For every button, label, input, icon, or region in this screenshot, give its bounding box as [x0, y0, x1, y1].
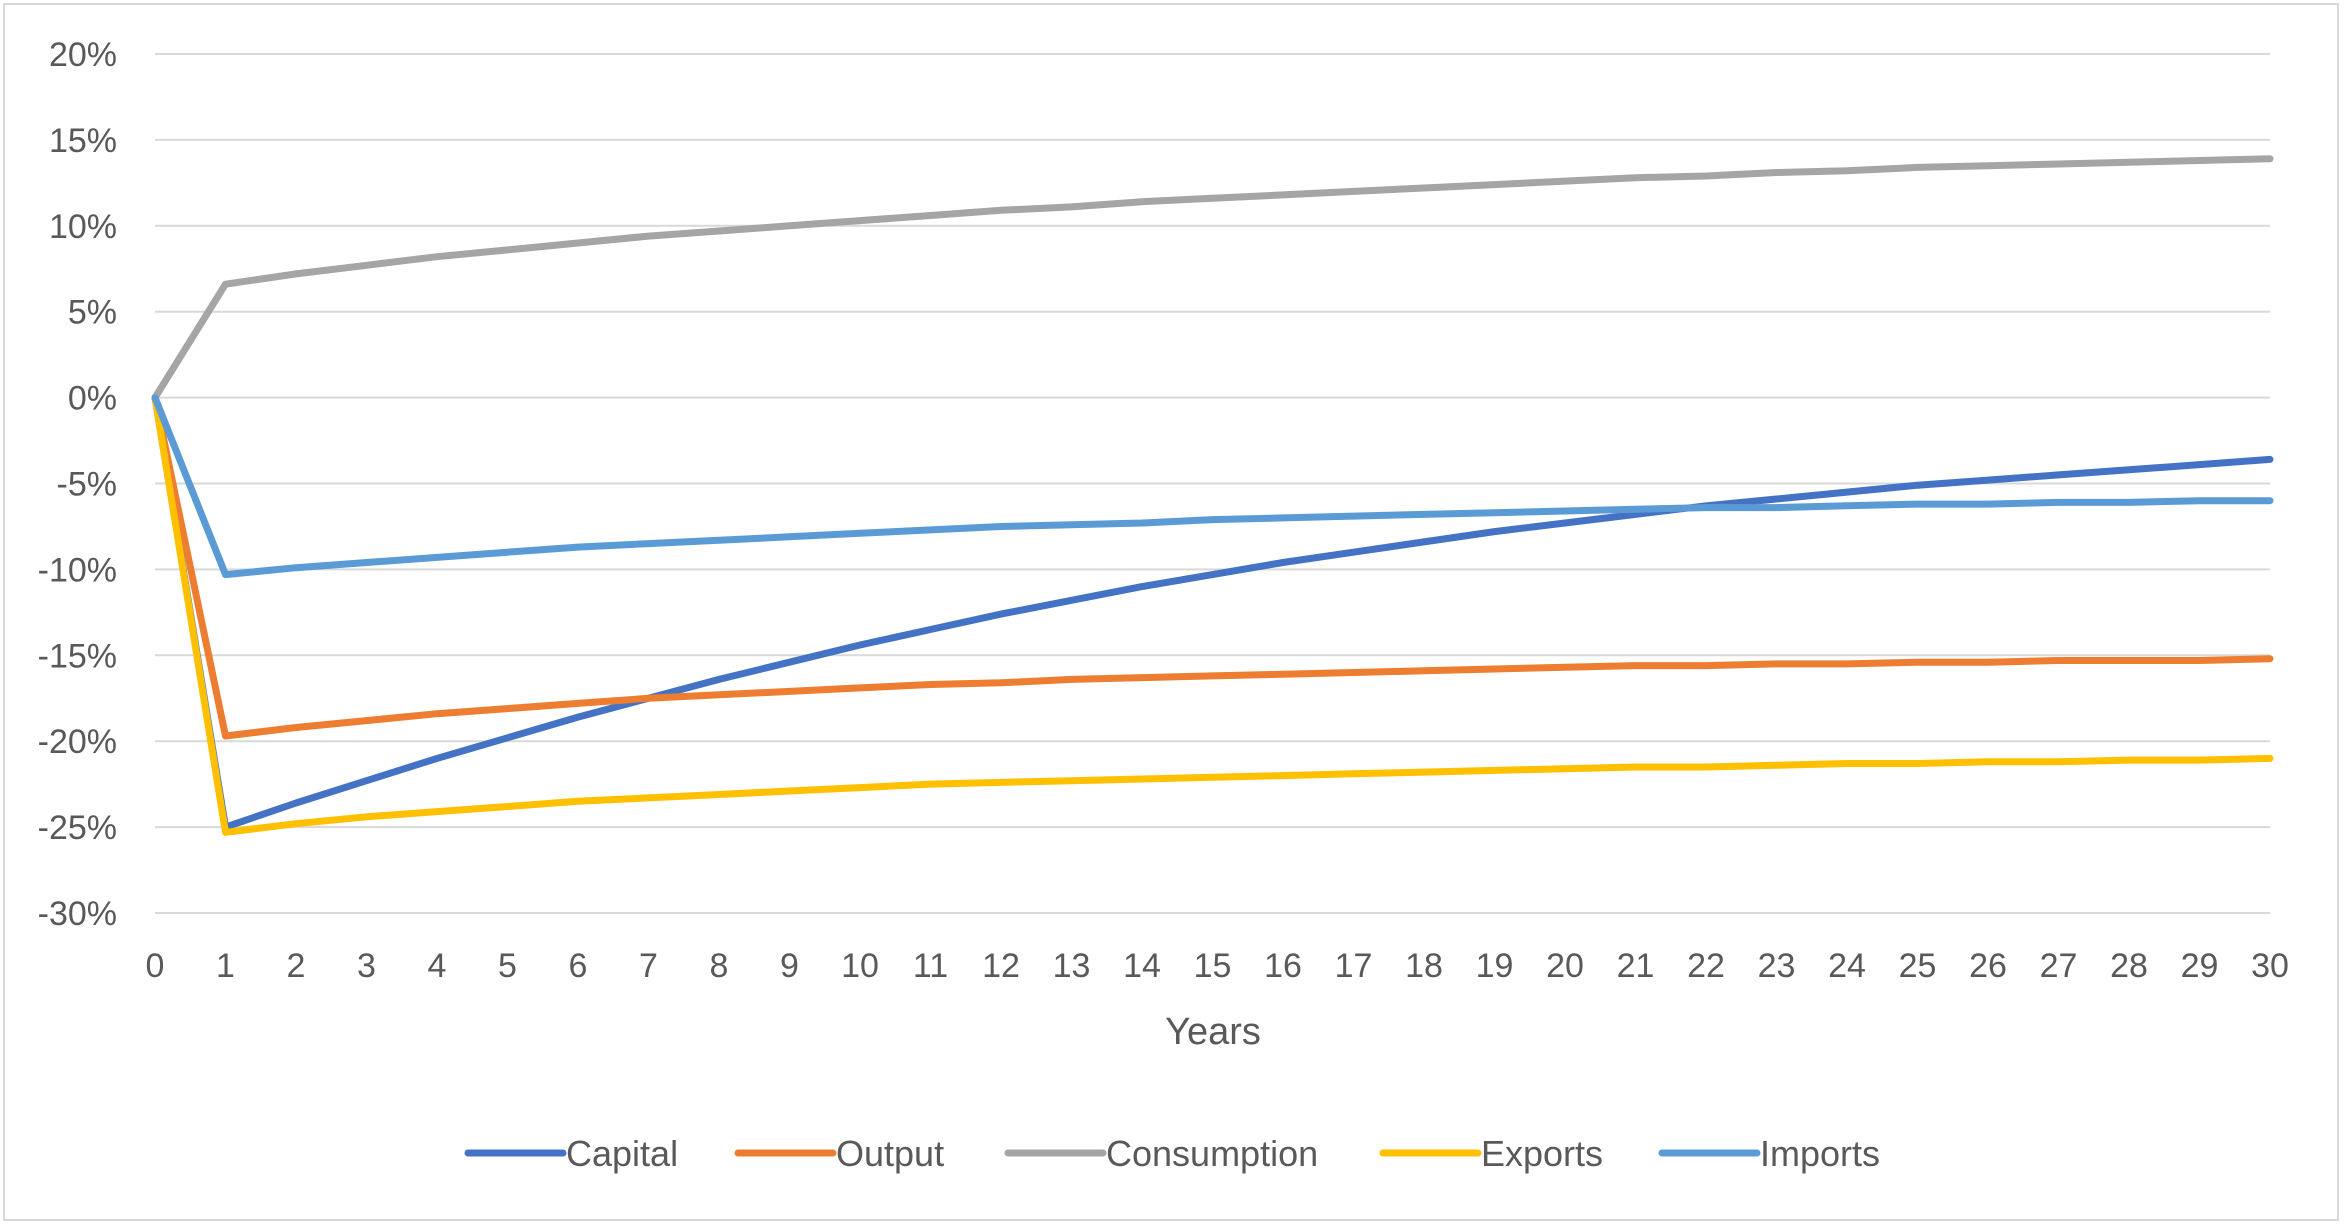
series-lines: [151, 155, 2274, 836]
x-tick-label: 25: [1899, 947, 1937, 985]
x-tick-label: 26: [1969, 947, 2007, 985]
series-line-consumption: [151, 155, 2274, 402]
legend-label-imports: Imports: [1760, 1133, 1880, 1174]
series-line-output: [151, 394, 2274, 740]
y-axis-tick-labels: 20% 15% 10% 5% 0% -5% -10% -15% -20% -25% -30%: [38, 36, 117, 933]
x-tick-label: 7: [639, 947, 658, 985]
y-tick-label: 0%: [68, 380, 117, 418]
x-tick-label: 0: [146, 947, 165, 985]
x-tick-label: 18: [1405, 947, 1443, 985]
x-tick-label: 19: [1476, 947, 1514, 985]
x-tick-label: 14: [1123, 947, 1161, 985]
x-tick-label: 17: [1335, 947, 1373, 985]
x-tick-label: 1: [216, 947, 235, 985]
y-tick-label: -10%: [38, 551, 117, 589]
y-tick-label: 15%: [49, 122, 117, 160]
x-tick-label: 27: [2040, 947, 2078, 985]
x-tick-label: 5: [498, 947, 517, 985]
x-tick-label: 28: [2110, 947, 2148, 985]
series-line-exports: [151, 394, 2274, 836]
x-tick-label: 10: [841, 947, 879, 985]
y-tick-label: -25%: [38, 809, 117, 847]
legend-label-capital: Capital: [566, 1133, 678, 1174]
series-line-imports: [151, 394, 2274, 579]
x-tick-label: 12: [982, 947, 1020, 985]
y-tick-label: 20%: [49, 36, 117, 74]
legend-label-output: Output: [836, 1133, 944, 1174]
x-tick-label: 22: [1687, 947, 1725, 985]
legend-label-exports: Exports: [1481, 1133, 1603, 1174]
x-tick-label: 3: [357, 947, 376, 985]
x-tick-label: 16: [1264, 947, 1302, 985]
x-tick-label: 8: [710, 947, 729, 985]
x-tick-label: 13: [1053, 947, 1091, 985]
x-tick-label: 23: [1758, 947, 1796, 985]
y-tick-label: -15%: [38, 637, 117, 675]
y-tick-label: -20%: [38, 723, 117, 761]
y-tick-label: -30%: [38, 895, 117, 933]
y-tick-label: 5%: [68, 294, 117, 332]
legend: Capital Output Consumption Exports Imports: [464, 1133, 1880, 1174]
y-tick-label: 10%: [49, 208, 117, 246]
x-tick-label: 21: [1617, 947, 1655, 985]
x-axis-title: Years: [1165, 1011, 1261, 1053]
x-tick-label: 29: [2181, 947, 2219, 985]
chart-frame: [3, 3, 2339, 1221]
x-tick-label: 9: [780, 947, 799, 985]
legend-label-consumption: Consumption: [1106, 1133, 1318, 1174]
x-tick-label: 6: [569, 947, 588, 985]
x-tick-label: 4: [428, 947, 447, 985]
x-axis-tick-labels: 0 1 2 3 4 5 6 7 8 9 10 11 12 13 14 15 16 17 18 19 20 21 22 23 24…: [146, 947, 2289, 985]
x-tick-label: 2: [287, 947, 306, 985]
x-tick-label: 30: [2251, 947, 2289, 985]
x-tick-label: 11: [913, 947, 948, 985]
y-tick-label: -5%: [57, 466, 117, 504]
x-tick-label: 20: [1546, 947, 1584, 985]
series-line-capital: [151, 394, 2274, 831]
x-tick-label: 15: [1194, 947, 1232, 985]
x-tick-label: 24: [1828, 947, 1866, 985]
